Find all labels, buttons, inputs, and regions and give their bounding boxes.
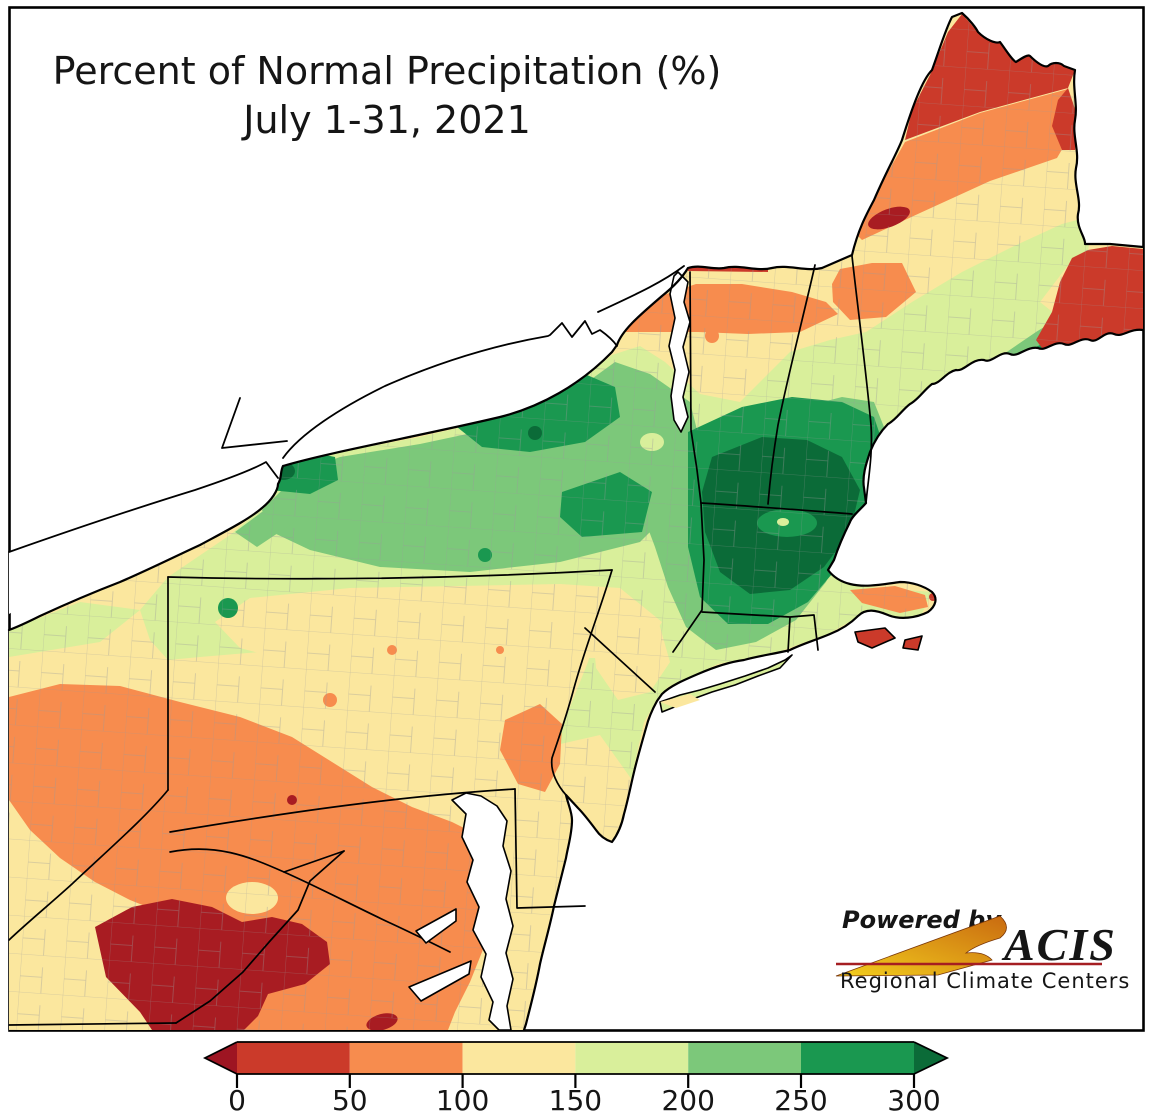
colorbar-segment-50-100 (349, 1042, 463, 1074)
rappahannock-estuary (408, 960, 472, 1002)
border-ny-ma-ct (672, 502, 705, 653)
regional-climate-centers-text: Regional Climate Centers (840, 969, 1130, 993)
border-ny-pa (167, 569, 613, 580)
map-title: Percent of Normal Precipitation (%) (53, 49, 722, 93)
tick-label-50: 50 (332, 1084, 368, 1112)
colorbar-segment-250-300 (801, 1042, 914, 1074)
colorbar-segment-0-50 (237, 1042, 350, 1074)
colorbar-segment-100-150 (462, 1042, 576, 1074)
colorbar-ticks (235, 1074, 916, 1088)
border-vt-nh (767, 264, 816, 505)
acis-wordmark: ACIS (1001, 919, 1117, 970)
border-va-ky (8, 1022, 177, 1026)
colorbar-under-arrow (205, 1042, 237, 1074)
marthas-vineyard (854, 627, 896, 649)
border-ny-vt (689, 271, 702, 504)
lake-champlain (668, 271, 691, 433)
border-wv-va (175, 850, 345, 1024)
border-potomac (169, 848, 451, 953)
water-bodies (8, 265, 691, 1031)
tick-label-100: 100 (436, 1084, 489, 1112)
hamilton-shoreline (221, 397, 288, 449)
map-frame (8, 6, 1145, 1032)
border-delaware-river (550, 569, 613, 796)
coastline-outline (7, 11, 1145, 1032)
lake-erie (9, 462, 278, 614)
lake-erie-north-shore (8, 461, 279, 553)
border-nh-me (851, 255, 873, 504)
lake-ontario-north-shore (282, 320, 618, 459)
acis-logo: Powered by ACIS Regional Climate Centers (835, 906, 1130, 993)
tick-label-200: 200 (661, 1084, 714, 1112)
tick-label-150: 150 (549, 1084, 602, 1112)
long-island-west-yellow (660, 694, 700, 708)
islands (659, 627, 923, 713)
tick-label-300: 300 (887, 1084, 940, 1112)
nantucket (902, 635, 923, 651)
st-lawrence-north-bank (597, 265, 685, 313)
colorbar-outline (202, 1041, 950, 1075)
border-ohio-river (8, 789, 169, 941)
contour-0-50-border-sliver2 (558, 277, 598, 285)
potomac-estuary (415, 908, 457, 944)
colorbar-over-arrow (914, 1042, 947, 1074)
colorbar-segment-200-250 (688, 1042, 801, 1074)
border-mason-dixon (169, 788, 516, 833)
border-delaware (514, 788, 586, 909)
state-borders (8, 255, 873, 1026)
acis-swoosh (835, 915, 1007, 977)
tick-label-250: 250 (774, 1084, 827, 1112)
lake-ontario (283, 321, 617, 462)
map-subtitle-date: July 1-31, 2021 (241, 98, 531, 142)
border-ma-north (700, 502, 853, 515)
colorbar-segment-150-200 (575, 1042, 689, 1074)
border-wv-panhandle (283, 850, 345, 873)
border-ny-nj (584, 627, 656, 693)
tick-label-0: 0 (228, 1084, 246, 1112)
colorbar: 0 50 100 150 200 250 300 (202, 1041, 950, 1112)
chesapeake-bay (451, 792, 514, 1031)
